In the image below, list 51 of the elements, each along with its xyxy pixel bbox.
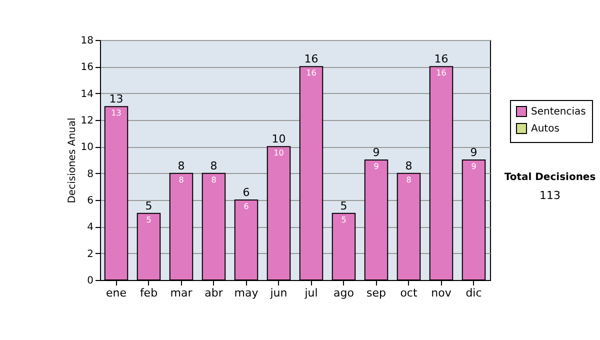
data-label: 16: [436, 68, 446, 78]
data-label: 6: [244, 202, 249, 211]
y-tick-label: 8: [87, 168, 94, 180]
total-label: 6: [242, 186, 250, 199]
data-label: 8: [178, 175, 184, 184]
x-tick-label: jun: [269, 286, 288, 300]
total-label: 5: [340, 199, 348, 212]
y-tick-label: 10: [80, 142, 94, 154]
x-tick-label: abr: [204, 286, 224, 300]
total-label: 8: [210, 159, 218, 172]
legend-label: Autos: [531, 124, 560, 134]
text: 113: [538, 189, 562, 202]
x-tick-label: nov: [431, 286, 452, 300]
x-tick-label: oct: [400, 286, 418, 300]
y-axis-title: Decisiones Anual: [66, 118, 78, 204]
data-label: 10: [274, 148, 284, 158]
y-tick-label: 18: [80, 36, 94, 46]
x-tick-label: jul: [304, 286, 318, 300]
y-tick-label: 0: [87, 276, 94, 286]
total-label: 5: [145, 199, 152, 212]
total-label: 16: [304, 52, 318, 66]
text: Total Decisiones: [503, 172, 597, 183]
data-label: 16: [306, 68, 316, 78]
y-tick-label: 14: [80, 88, 94, 100]
y-tick-label: 6: [87, 196, 94, 206]
data-label: 9: [471, 162, 476, 171]
y-tick-label: 2: [87, 248, 94, 260]
data-label: 8: [406, 175, 412, 184]
x-tick-label: sep: [366, 286, 386, 300]
total-label: 10: [272, 132, 286, 146]
data-label: 9: [374, 162, 379, 171]
y-tick-label: 4: [87, 222, 94, 234]
total-label: 9: [470, 146, 478, 159]
y-tick-label: 16: [80, 62, 94, 74]
data-label: 13: [111, 108, 122, 118]
data-label: 8: [211, 175, 216, 184]
x-tick-label: ago: [334, 286, 354, 300]
legend-label: Sentencias: [531, 106, 586, 118]
data-label: 5: [341, 215, 346, 224]
data-label: 5: [146, 215, 152, 224]
total-label: 16: [434, 52, 448, 66]
x-tick-label: mar: [170, 286, 193, 300]
total-label: 13: [109, 92, 124, 106]
total-label: 8: [405, 159, 412, 172]
x-tick-label: feb: [140, 286, 158, 300]
total-label: 8: [178, 159, 185, 172]
total-label: 9: [372, 146, 380, 159]
x-tick-label: ene: [106, 286, 127, 300]
x-tick-label: may: [234, 286, 259, 300]
y-tick-label: 12: [80, 116, 94, 126]
x-tick-label: dic: [466, 286, 482, 300]
